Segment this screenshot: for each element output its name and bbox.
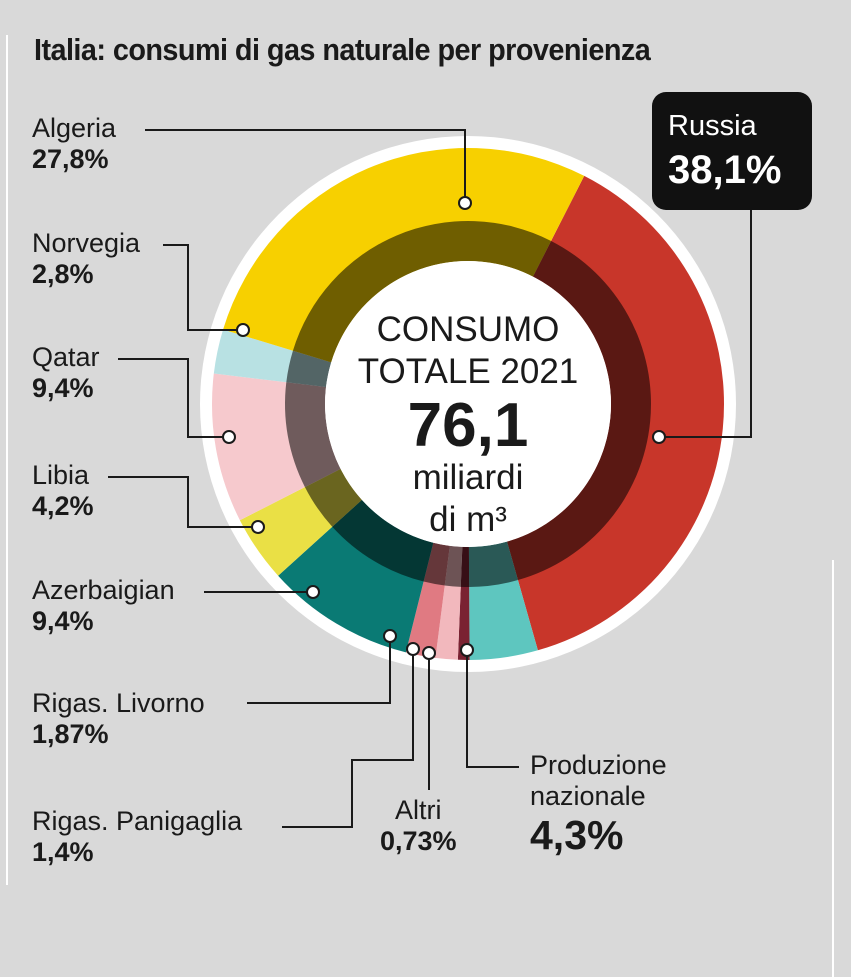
slice-shade-norvegia [286, 350, 332, 387]
dot-livorno [383, 629, 397, 643]
slice-shade-algeria [292, 220, 552, 363]
label-algeria: Algeria 27,8% [32, 113, 116, 175]
label-panigaglia-name: Rigas. Panigaglia [32, 806, 243, 836]
leader-produzione [466, 650, 519, 768]
label-altri-pct: 0,73% [380, 826, 457, 857]
slice-shade-altri [460, 546, 470, 587]
donut-hole [325, 261, 611, 547]
center-total-value: 76,1 [407, 391, 529, 460]
center-line-consumo: CONSUMO [376, 310, 560, 349]
label-livorno-pct: 1,87% [32, 719, 109, 750]
dot-azerbaigian [306, 585, 320, 599]
label-azerbaigian-pct: 9,4% [32, 606, 94, 637]
dot-russia [652, 430, 666, 444]
label-altri: Altri 0,73% [380, 795, 457, 857]
left-border [6, 35, 8, 885]
center-unit-line2: di m³ [429, 500, 507, 539]
anchor-dots [222, 196, 666, 660]
leader-russia [659, 210, 752, 438]
leader-qatar [118, 358, 229, 438]
label-produzione-name1: Produzione [530, 750, 667, 780]
slice-shade-qatar [285, 382, 341, 488]
slice-shade-produzione-nazionale [468, 541, 518, 587]
dot-altri [422, 646, 436, 660]
slice-shade-rigas-panigaglia [444, 545, 463, 587]
label-produzione-name2: nazionale [530, 781, 646, 812]
inner-shade-ring [285, 220, 652, 587]
label-norvegia-name: Norvegia [32, 228, 141, 258]
leader-norvegia [163, 244, 243, 331]
leader-libia [108, 476, 258, 528]
label-norvegia-pct: 2,8% [32, 259, 94, 290]
label-libia-name: Libia [32, 460, 90, 490]
dot-norvegia [236, 323, 250, 337]
leader-lines [108, 129, 752, 828]
center-line-totale: TOTALE 2021 [357, 352, 579, 391]
dot-qatar [222, 430, 236, 444]
label-algeria-name: Algeria [32, 113, 117, 143]
label-produzione: Produzione nazionale 4,3% [530, 750, 667, 859]
label-russia-box: Russia 38,1% [652, 92, 812, 210]
label-qatar-pct: 9,4% [32, 373, 94, 404]
label-azerbaigian: Azerbaigian 9,4% [32, 575, 175, 637]
label-qatar: Qatar 9,4% [32, 342, 100, 404]
label-algeria-pct: 27,8% [32, 144, 109, 175]
dot-produzione [460, 643, 474, 657]
center-unit-line1: miliardi [412, 458, 524, 497]
label-azerbaigian-name: Azerbaigian [32, 575, 175, 605]
label-libia-pct: 4,2% [32, 491, 94, 522]
label-livorno-name: Rigas. Livorno [32, 688, 205, 718]
leader-algeria [145, 129, 466, 203]
label-libia: Libia 4,2% [32, 460, 94, 522]
label-panigaglia: Rigas. Panigaglia 1,4% [32, 806, 242, 868]
label-norvegia: Norvegia 2,8% [32, 228, 140, 290]
label-qatar-name: Qatar [32, 342, 100, 372]
dot-panigaglia [406, 642, 420, 656]
slice-shade-azerbaigian [332, 499, 434, 582]
dot-libia [251, 520, 265, 534]
label-panigaglia-pct: 1,4% [32, 837, 94, 868]
leader-livorno [247, 636, 391, 704]
slice-shade-rigas-livorno [423, 542, 450, 586]
leader-panigaglia [282, 649, 414, 828]
chart-title: Italia: consumi di gas naturale per prov… [34, 32, 651, 67]
right-border [832, 560, 834, 977]
label-livorno: Rigas. Livorno 1,87% [32, 688, 205, 750]
label-russia-name: Russia [668, 110, 757, 142]
label-produzione-pct: 4,3% [530, 812, 624, 859]
label-altri-name: Altri [395, 795, 442, 825]
dot-algeria [458, 196, 472, 210]
slice-shade-russia [507, 240, 652, 581]
label-russia-pct: 38,1% [668, 148, 782, 192]
slice-shade-libia [304, 468, 362, 527]
